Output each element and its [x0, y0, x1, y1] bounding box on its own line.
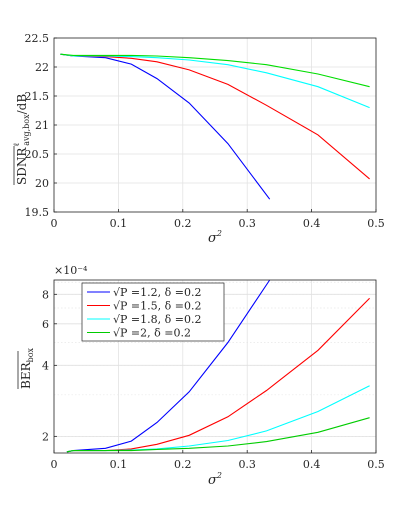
y-tick-label: 6: [42, 318, 49, 331]
legend-label: √P =1.2, δ =0.2: [113, 286, 201, 299]
y-tick-label: 4: [42, 359, 49, 372]
series-line-3: [60, 53, 370, 109]
legend-label: √P =2, δ =0.2: [113, 327, 191, 340]
x-tick-label: 0.1: [110, 458, 128, 471]
y-tick-label: 21.5: [25, 90, 50, 103]
legend-box: [81, 282, 225, 342]
ber-plot-frame: [53, 279, 377, 454]
x-tick-label: 0.5: [367, 458, 385, 471]
ber-series: [66, 279, 370, 453]
series-line-4: [60, 53, 370, 88]
y-tick-label: 19.5: [25, 206, 50, 219]
y-tick-label: 8: [42, 288, 49, 301]
y-tick-label: 21: [35, 119, 49, 132]
sdnr-series: [60, 53, 370, 200]
sdnr-y-label: SDNRℓavg,box/dB: [12, 94, 31, 185]
legend-label: √P =1.8, δ =0.2: [113, 313, 201, 326]
ber-x-label: σ2: [208, 471, 222, 488]
y-tick-label: 22: [35, 61, 49, 74]
x-tick-label: 0.3: [238, 217, 256, 230]
y-tick-label: 22.5: [25, 32, 50, 45]
svg-text:SDNRℓavg,box/dB: SDNRℓavg,box/dB: [12, 94, 31, 185]
ber-plot: 0 0.1 0.2 0.3 0.4 0.5 2 4 6 8 ×10⁻⁴ σ2 BERbox √P…: [17, 264, 385, 488]
ber-y-ticks: 2 4 6 8: [42, 288, 57, 443]
sdnr-x-label: σ2: [208, 229, 222, 246]
x-tick-label: 0.2: [174, 217, 192, 230]
y-tick-label: 20.5: [25, 148, 50, 161]
x-tick-label: 0.1: [110, 217, 128, 230]
sdnr-plot: 0 0.1 0.2 0.3 0.4 0.5 19.52020.52121.52222.5 …: [12, 32, 385, 246]
sdnr-y-ticks: 19.5 20 20.5 21 21.5 22 22.5: [25, 32, 57, 219]
ber-x-ticks: 0 0.1 0.2 0.3 0.4 0.5: [51, 450, 385, 471]
series-line-4: [66, 417, 370, 453]
ber-legend: √P =1.2, δ =0.2√P =1.5, δ =0.2√P =1.8, δ…: [81, 282, 225, 342]
y-tick-label: 2: [42, 430, 49, 443]
x-tick-label: 0: [51, 217, 58, 230]
x-tick-label: 0: [51, 458, 58, 471]
x-tick-label: 0.2: [174, 458, 192, 471]
sdnr-x-ticks: 0 0.1 0.2 0.3 0.4 0.5: [51, 209, 385, 230]
ber-y-label: BERbox: [17, 347, 35, 389]
x-tick-label: 0.5: [367, 217, 385, 230]
x-tick-label: 0.4: [303, 217, 321, 230]
x-tick-label: 0.3: [238, 458, 256, 471]
y-tick-label: 20: [35, 177, 49, 190]
ber-exponent-label: ×10⁻⁴: [54, 264, 88, 277]
svg-text:BERbox: BERbox: [19, 347, 35, 389]
legend-label: √P =1.5, δ =0.2: [113, 300, 201, 313]
x-tick-label: 0.4: [303, 458, 321, 471]
